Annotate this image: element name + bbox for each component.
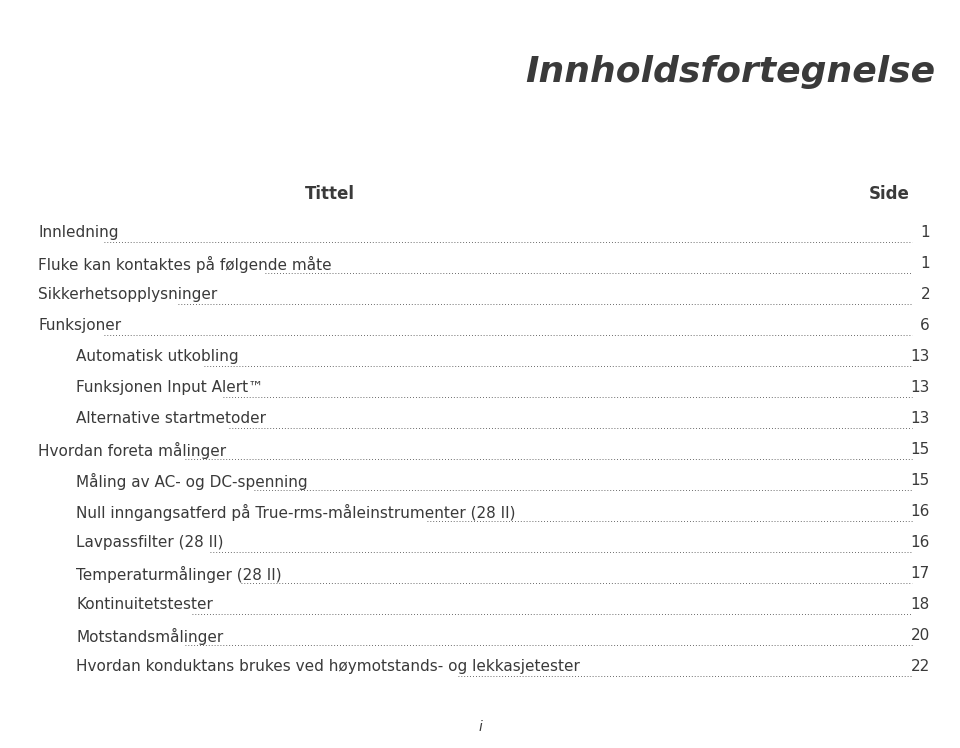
Text: Tittel: Tittel [305,185,355,203]
Text: 15: 15 [911,473,930,488]
Text: 16: 16 [911,535,930,550]
Text: 2: 2 [921,287,930,302]
Text: 18: 18 [911,597,930,612]
Text: i: i [478,720,482,734]
Text: Alternative startmetoder: Alternative startmetoder [76,411,266,426]
Text: Hvordan konduktans brukes ved høymotstands- og lekkasjetester: Hvordan konduktans brukes ved høymotstan… [76,659,580,674]
Text: Side: Side [869,185,910,203]
Text: Temperaturmålinger (28 II): Temperaturmålinger (28 II) [76,566,281,583]
Text: 17: 17 [911,566,930,581]
Text: 1: 1 [921,256,930,271]
Text: 1: 1 [921,225,930,240]
Text: Innholdsfortegnelse: Innholdsfortegnelse [525,55,935,89]
Text: 13: 13 [911,411,930,426]
Text: Måling av AC- og DC-spenning: Måling av AC- og DC-spenning [76,473,307,490]
Text: 6: 6 [921,318,930,333]
Text: Funksjonen Input Alert™: Funksjonen Input Alert™ [76,380,263,395]
Text: Funksjoner: Funksjoner [38,318,121,333]
Text: Innledning: Innledning [38,225,118,240]
Text: 20: 20 [911,628,930,643]
Text: Null inngangsatferd på True-rms-måleinstrumenter (28 II): Null inngangsatferd på True-rms-måleinst… [76,504,516,521]
Text: Fluke kan kontaktes på følgende måte: Fluke kan kontaktes på følgende måte [38,256,331,273]
Text: 15: 15 [911,442,930,457]
Text: Hvordan foreta målinger: Hvordan foreta målinger [38,442,227,459]
Text: 22: 22 [911,659,930,674]
Text: 13: 13 [911,380,930,395]
Text: 13: 13 [911,349,930,364]
Text: Kontinuitetstester: Kontinuitetstester [76,597,213,612]
Text: Motstandsmålinger: Motstandsmålinger [76,628,224,645]
Text: Lavpassfilter (28 II): Lavpassfilter (28 II) [76,535,224,550]
Text: 16: 16 [911,504,930,519]
Text: Automatisk utkobling: Automatisk utkobling [76,349,239,364]
Text: Sikkerhetsopplysninger: Sikkerhetsopplysninger [38,287,217,302]
